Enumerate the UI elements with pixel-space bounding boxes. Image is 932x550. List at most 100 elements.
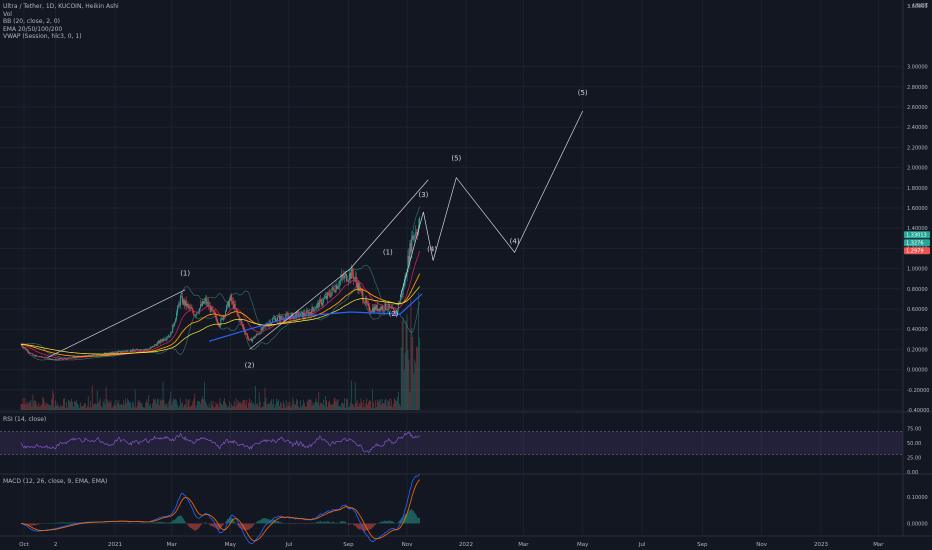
candle-body[interactable]: [389, 304, 391, 308]
candle-body[interactable]: [118, 351, 120, 352]
candle-body[interactable]: [51, 359, 53, 360]
candle-body[interactable]: [363, 300, 365, 303]
candle-body[interactable]: [385, 303, 387, 310]
candle-body[interactable]: [181, 295, 183, 304]
candle-body[interactable]: [206, 302, 208, 304]
candle-body[interactable]: [408, 256, 410, 262]
candle-body[interactable]: [73, 356, 75, 358]
candle-body[interactable]: [318, 302, 320, 308]
candle-body[interactable]: [370, 311, 371, 312]
candle-body[interactable]: [348, 273, 350, 280]
candle-body[interactable]: [214, 312, 216, 315]
candle-body[interactable]: [391, 307, 393, 309]
candle-body[interactable]: [198, 312, 200, 313]
candle-body[interactable]: [132, 349, 134, 351]
candle-body[interactable]: [336, 285, 338, 289]
candle-body[interactable]: [88, 355, 90, 357]
candle-body[interactable]: [189, 307, 191, 308]
candle-body[interactable]: [323, 299, 324, 303]
candle-body[interactable]: [41, 356, 43, 358]
candle-body[interactable]: [335, 285, 337, 292]
legend-symbol[interactable]: Ultra / Tether, 1D, KUCOIN, Heikin Ashi: [3, 3, 119, 10]
candle-body[interactable]: [102, 354, 104, 355]
candle-body[interactable]: [50, 358, 52, 360]
candle-body[interactable]: [286, 314, 288, 316]
candle-body[interactable]: [157, 341, 159, 343]
candle-body[interactable]: [187, 303, 189, 306]
candle-body[interactable]: [137, 349, 139, 351]
candle-body[interactable]: [337, 286, 339, 289]
candle-body[interactable]: [135, 349, 137, 351]
candle-body[interactable]: [179, 296, 181, 306]
candle-body[interactable]: [333, 288, 335, 292]
candle-body[interactable]: [42, 357, 44, 358]
candle-body[interactable]: [27, 349, 29, 352]
candle-body[interactable]: [49, 358, 51, 359]
candle-body[interactable]: [36, 355, 38, 357]
candle-body[interactable]: [44, 357, 46, 359]
candle-body[interactable]: [371, 311, 372, 313]
candle-body[interactable]: [161, 341, 163, 342]
candle-body[interactable]: [104, 353, 106, 354]
candle-body[interactable]: [319, 299, 321, 308]
candle-body[interactable]: [197, 312, 199, 314]
candle-body[interactable]: [167, 337, 169, 338]
candle-body[interactable]: [263, 325, 265, 327]
candle-body[interactable]: [278, 316, 280, 321]
candle-body[interactable]: [169, 335, 171, 337]
candle-body[interactable]: [186, 303, 188, 307]
candle-body[interactable]: [301, 312, 302, 313]
candle-body[interactable]: [26, 349, 28, 351]
candle-body[interactable]: [411, 235, 413, 252]
candle-body[interactable]: [153, 344, 155, 347]
candle-body[interactable]: [230, 295, 232, 301]
candle-body[interactable]: [292, 313, 294, 319]
candle-body[interactable]: [384, 303, 386, 311]
candle-body[interactable]: [39, 356, 41, 358]
candle-body[interactable]: [217, 321, 219, 324]
candle-body[interactable]: [303, 312, 305, 316]
candle-body[interactable]: [213, 310, 215, 313]
candle-body[interactable]: [374, 306, 376, 311]
candle-body[interactable]: [232, 301, 234, 309]
candle-body[interactable]: [330, 292, 332, 297]
price-pane[interactable]: [20, 206, 423, 410]
candle-body[interactable]: [356, 282, 358, 290]
candle-body[interactable]: [415, 232, 417, 237]
candle-body[interactable]: [387, 308, 389, 310]
candle-body[interactable]: [170, 332, 172, 337]
candle-body[interactable]: [261, 328, 263, 330]
candle-body[interactable]: [317, 302, 319, 305]
candle-body[interactable]: [193, 312, 195, 316]
candle-body[interactable]: [64, 358, 66, 360]
candle-body[interactable]: [344, 275, 346, 279]
candle-body[interactable]: [115, 352, 117, 353]
candle-body[interactable]: [298, 312, 300, 317]
candle-body[interactable]: [145, 349, 147, 350]
candle-body[interactable]: [351, 269, 353, 274]
candle-body[interactable]: [353, 277, 355, 280]
candle-body[interactable]: [247, 334, 249, 339]
candle-body[interactable]: [139, 350, 141, 352]
candle-body[interactable]: [360, 287, 362, 290]
candle-body[interactable]: [346, 273, 348, 282]
candle-body[interactable]: [126, 350, 127, 352]
candle-body[interactable]: [314, 309, 316, 312]
candle-body[interactable]: [199, 308, 201, 313]
candle-body[interactable]: [59, 358, 61, 360]
candle-body[interactable]: [201, 304, 202, 306]
candle-body[interactable]: [334, 291, 336, 293]
candle-body[interactable]: [305, 311, 307, 316]
candle-body[interactable]: [270, 322, 272, 325]
candle-body[interactable]: [409, 243, 411, 262]
candle-body[interactable]: [362, 292, 364, 301]
candle-body[interactable]: [174, 322, 176, 326]
candle-body[interactable]: [191, 308, 193, 310]
candle-body[interactable]: [380, 307, 382, 310]
candle-body[interactable]: [34, 355, 36, 357]
candle-body[interactable]: [216, 318, 218, 322]
candle-body[interactable]: [77, 356, 79, 358]
candle-body[interactable]: [29, 352, 31, 354]
candle-body[interactable]: [54, 359, 56, 360]
